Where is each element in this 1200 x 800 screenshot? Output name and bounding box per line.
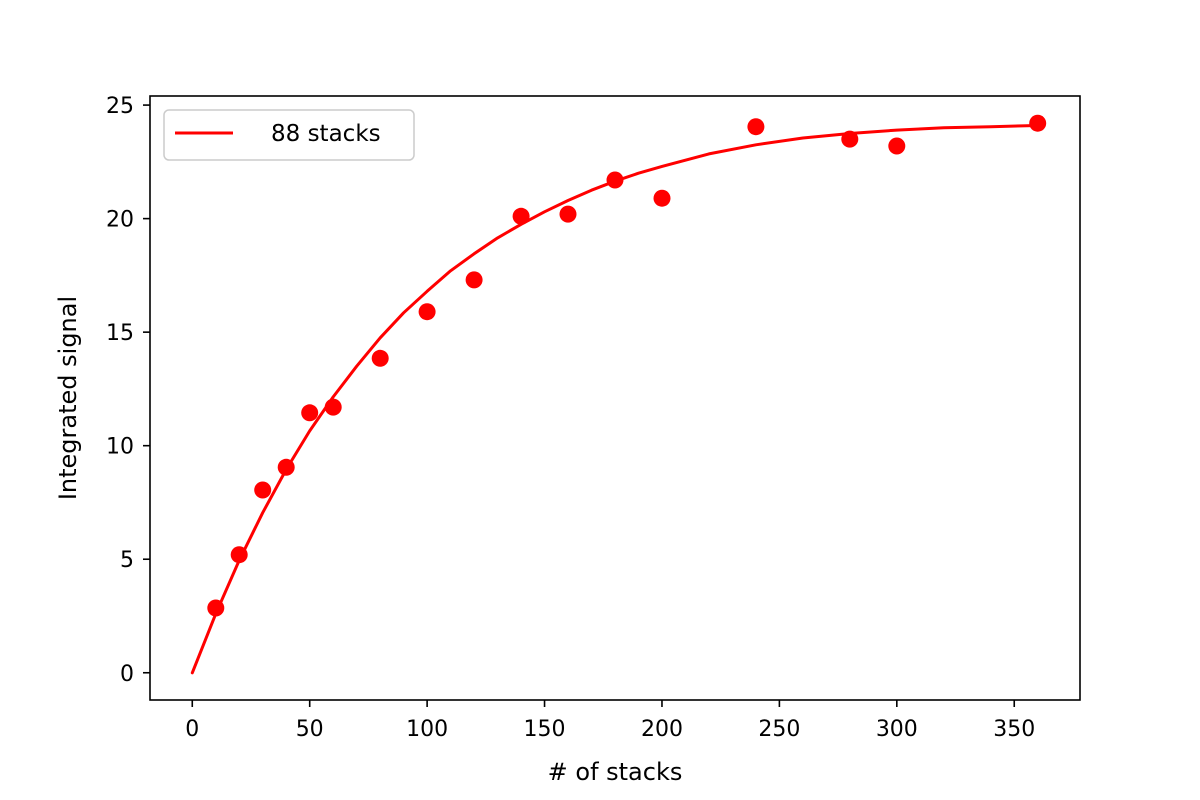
x-tick-label: 0: [185, 717, 199, 742]
x-tick-label: 150: [524, 717, 566, 742]
y-tick-label: 10: [106, 435, 134, 460]
data-point: [653, 189, 671, 207]
data-point: [606, 171, 624, 189]
y-tick-label: 20: [106, 208, 134, 233]
data-point: [512, 207, 530, 225]
plot-area: [150, 96, 1080, 700]
y-tick-label: 0: [120, 662, 134, 687]
plot-frame: [149, 95, 1081, 701]
data-point: [559, 205, 577, 223]
x-tick-label: 350: [993, 717, 1035, 742]
legend: 88 stacks: [163, 109, 415, 161]
y-tick-label: 5: [120, 548, 134, 573]
data-point: [841, 130, 859, 148]
data-point: [371, 349, 389, 367]
x-tick-label: 200: [641, 717, 683, 742]
data-point: [301, 404, 319, 422]
x-axis-ticks: 0 50 100 150 200 250 300 350: [185, 700, 1035, 742]
y-tick-label: 25: [106, 94, 134, 119]
legend-label: 88 stacks: [271, 121, 381, 147]
data-point: [1029, 114, 1047, 132]
data-point: [207, 599, 225, 617]
data-point: [254, 481, 272, 499]
data-point: [465, 271, 483, 289]
data-point: [324, 398, 342, 416]
legend-box: [163, 109, 415, 161]
data-point: [418, 303, 436, 321]
data-point: [888, 137, 906, 155]
data-point: [230, 546, 248, 564]
data-point: [747, 118, 765, 136]
y-axis-ticks: 0 5 10 15 20 25: [106, 94, 150, 687]
x-tick-label: 50: [296, 717, 324, 742]
x-axis-label: # of stacks: [548, 758, 683, 786]
x-tick-label: 300: [876, 717, 918, 742]
x-tick-label: 100: [406, 717, 448, 742]
x-tick-label: 250: [758, 717, 800, 742]
data-points-layer: [207, 114, 1047, 617]
data-point: [277, 458, 295, 476]
y-tick-label: 15: [106, 321, 134, 346]
y-axis-label: Integrated signal: [54, 296, 82, 500]
